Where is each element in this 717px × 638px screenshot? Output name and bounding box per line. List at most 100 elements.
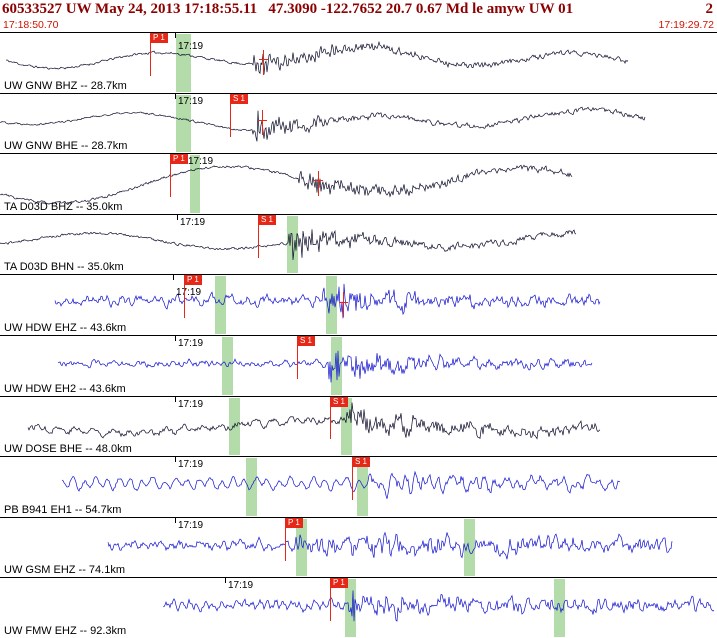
waveform-trace: [0, 164, 573, 206]
trace-label: UW DOSE BHE -- 48.0km: [4, 443, 132, 456]
minute-tick: [175, 93, 176, 99]
event-summary: 60533527 UW May 24, 2013 17:18:55.11 47.…: [2, 1, 574, 17]
predicted-arrival-window: [222, 336, 233, 395]
phase-pick-line: [150, 33, 151, 76]
minute-label: 17:19: [180, 216, 206, 228]
phase-pick-line: [184, 275, 185, 319]
trace-label: PB B941 EH1 -- 54.7km: [4, 503, 122, 516]
predicted-arrival-window: [357, 458, 368, 516]
phase-pick-label: P 1: [184, 275, 202, 286]
trace-label: UW HDW EHZ -- 43.6km: [4, 321, 127, 334]
waveform[interactable]: [0, 578, 717, 638]
minute-tick: [175, 517, 176, 523]
minute-tick: [173, 275, 174, 281]
waveform-trace: [27, 402, 601, 440]
phase-pick-line: [258, 214, 259, 258]
minute-label: 17:19: [178, 459, 204, 471]
phase-pick-label: P 1: [170, 154, 188, 165]
trace-panel[interactable]: 17:19 P 1 TA D03D BHZ -- 35.0km: [0, 153, 717, 214]
trace-panel[interactable]: 17:19 S 1 PB B941 EH1 -- 54.7km: [0, 456, 717, 517]
waveform[interactable]: [0, 94, 717, 154]
pick-cross-line: [343, 292, 344, 318]
trace-panel[interactable]: 17:19 P 1 UW GSM EHZ -- 74.1km: [0, 516, 717, 578]
predicted-arrival-window: [176, 94, 191, 153]
window-end-time: 17:19:29.72: [658, 19, 714, 31]
trace-panel-stack: 17:19 P 1 UW GNW BHZ -- 28.7km 17:19 S 1…: [0, 32, 717, 638]
phase-pick-label: P 1: [330, 578, 348, 589]
phase-pick-line: [285, 517, 286, 561]
minute-tick: [175, 457, 176, 463]
waveform[interactable]: [0, 336, 717, 396]
waveform[interactable]: [0, 154, 717, 214]
waveform-trace: [0, 229, 577, 260]
waveform[interactable]: [0, 215, 717, 275]
pick-cross-bar: [314, 180, 323, 182]
waveform-trace: [0, 106, 646, 142]
waveform[interactable]: [0, 457, 717, 517]
predicted-arrival-window: [215, 276, 226, 334]
waveform[interactable]: [0, 33, 717, 93]
phase-pick-label: S 1: [330, 396, 349, 407]
minute-label: 17:19: [178, 398, 204, 410]
minute-label: 17:19: [178, 337, 204, 349]
trace-panel[interactable]: 17:19 S 1 UW HDW EH2 -- 43.6km: [0, 334, 717, 396]
trace-panel[interactable]: 17:19 S 1 UW DOSE BHE -- 48.0km: [0, 395, 717, 457]
predicted-arrival-window: [341, 397, 352, 456]
trace-panel[interactable]: 17:19 S 1 UW GNW BHE -- 28.7km: [0, 92, 717, 154]
trace-panel[interactable]: 17:19 P 1 UW HDW EHZ -- 43.6km: [0, 274, 717, 335]
minute-tick: [177, 214, 178, 220]
waveform-trace: [61, 470, 621, 500]
trace-label: UW GNW BHZ -- 28.7km: [4, 79, 127, 92]
waveform[interactable]: [0, 518, 717, 578]
phase-pick-line: [330, 396, 331, 440]
trace-panel[interactable]: 17:19 S 1 TA D03D BHN -- 35.0km: [0, 213, 717, 275]
waveform[interactable]: [0, 275, 717, 335]
predicted-arrival-window: [190, 155, 200, 213]
predicted-arrival-window: [296, 518, 307, 577]
waveform[interactable]: [0, 397, 717, 457]
waveform-trace: [162, 590, 715, 623]
trace-label: UW GNW BHE -- 28.7km: [4, 140, 128, 153]
time-window-row: 17:18:50.70 17:19:29.72: [0, 19, 717, 32]
trace-label: UW GSM EHZ -- 74.1km: [4, 564, 126, 577]
trace-panel[interactable]: 17:19 P 1 UW FMW EHZ -- 92.3km: [0, 577, 717, 638]
event-header: 60533527 UW May 24, 2013 17:18:55.11 47.…: [0, 0, 717, 19]
phase-pick-line: [230, 93, 231, 137]
waveform-trace: [54, 284, 601, 319]
phase-pick-label: P 1: [285, 517, 303, 528]
phase-pick-line: [330, 578, 331, 622]
minute-label: 17:19: [188, 156, 214, 168]
minute-tick: [175, 335, 176, 341]
trace-label: TA D03D BHZ -- 35.0km: [4, 200, 123, 213]
pick-cross-bar: [339, 301, 348, 303]
pick-cross-bar: [258, 119, 267, 121]
trace-label: UW FMW EHZ -- 92.3km: [4, 624, 127, 637]
waveform-trace: [57, 350, 593, 383]
trace-label: TA D03D BHN -- 35.0km: [4, 261, 124, 274]
phase-pick-label: S 1: [258, 214, 277, 225]
trace-panel[interactable]: 17:19 P 1 UW GNW BHZ -- 28.7km: [0, 32, 717, 93]
predicted-arrival-window: [464, 518, 475, 577]
window-start-time: 17:18:50.70: [3, 19, 59, 31]
minute-tick: [175, 396, 176, 402]
pick-cross-line: [318, 170, 319, 196]
minute-label: 17:19: [178, 41, 204, 52]
predicted-arrival-window: [554, 579, 565, 637]
pick-cross-line: [262, 110, 263, 136]
waveform-trace: [5, 40, 629, 75]
minute-label: 17:19: [176, 287, 202, 299]
page-indicator: 2: [705, 1, 714, 17]
phase-pick-label: S 1: [352, 457, 371, 468]
pick-cross-bar: [259, 59, 268, 61]
pick-cross-line: [263, 49, 264, 75]
trace-label: UW HDW EH2 -- 43.6km: [4, 382, 126, 395]
predicted-arrival-window: [326, 276, 337, 334]
predicted-arrival-window: [176, 34, 191, 92]
minute-tick: [175, 33, 176, 38]
phase-pick-label: S 1: [297, 335, 316, 346]
phase-pick-line: [297, 335, 298, 379]
phase-pick-line: [170, 154, 171, 198]
phase-pick-label: S 1: [230, 93, 249, 104]
minute-tick: [225, 578, 226, 584]
